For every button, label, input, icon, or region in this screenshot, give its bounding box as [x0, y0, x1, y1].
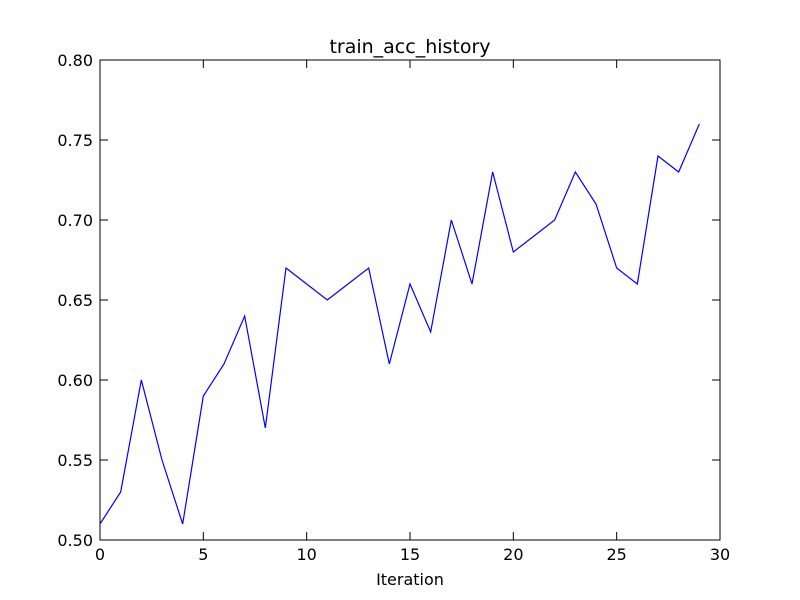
y-tick-label: 0.60 [57, 371, 93, 390]
y-tick-label: 0.70 [57, 211, 93, 230]
series-line [99, 123, 700, 525]
x-axis: 0 5 10 15 20 25 30 [95, 60, 730, 564]
series-layer [99, 123, 700, 525]
x-tick-label: 10 [296, 545, 316, 564]
y-axis: 0.50 0.55 0.60 0.65 0.70 0.75 0.80 [57, 51, 720, 550]
x-tick-label: 5 [198, 545, 208, 564]
y-tick-label: 0.55 [57, 451, 93, 470]
plot-frame [99, 59, 721, 541]
y-tick-label: 0.80 [57, 51, 93, 70]
x-axis-label: Iteration [376, 570, 444, 589]
x-tick-label: 0 [95, 545, 105, 564]
chart-title: train_acc_history [329, 36, 490, 58]
plot-area [99, 59, 721, 541]
x-tick-label: 15 [400, 545, 420, 564]
x-tick-label: 20 [503, 545, 523, 564]
y-tick-label: 0.65 [57, 291, 93, 310]
y-tick-label: 0.75 [57, 131, 93, 150]
y-tick-label: 0.50 [57, 531, 93, 550]
x-tick-label: 30 [710, 545, 730, 564]
x-tick-label: 25 [606, 545, 626, 564]
